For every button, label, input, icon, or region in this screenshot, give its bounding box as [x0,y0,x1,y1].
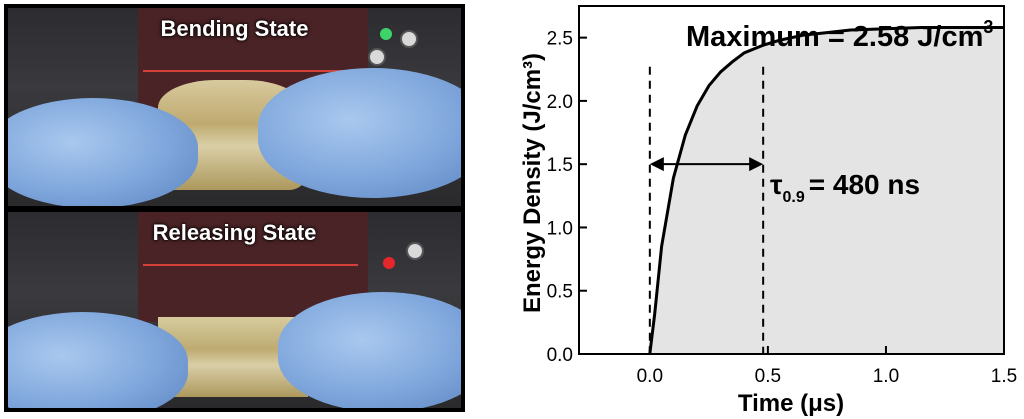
y-tick-label: 0.0 [547,345,573,366]
oscilloscope-trace [143,264,358,266]
bending-state-photo: Bending State [8,8,461,206]
x-tick-label: 0.0 [637,366,663,387]
plot-frame [578,5,1005,355]
y-axis-label: Energy Density (J/cm³) [519,53,546,313]
x-axis-ticks: 0.0 0.5 1.0 1.5 [637,346,1017,387]
x-tick-label: 0.5 [755,366,781,387]
bending-state-label: Bending State [160,16,309,41]
releasing-state-label: Releasing State [152,220,317,245]
y-tick-label: 2.0 [547,92,573,113]
oscilloscope-trace [143,70,358,72]
knob-icon [400,30,418,48]
knob-icon [368,48,386,66]
y-tick-label: 2.5 [547,29,573,50]
x-axis-label: Time (μs) [738,390,844,417]
arrow-head-left [649,157,664,172]
left-glove [8,98,198,206]
x-tick-label: 1.5 [991,366,1017,387]
right-glove [278,292,461,408]
y-tick-label: 1.0 [547,218,573,239]
area-fill [649,27,1004,354]
left-glove [8,312,188,408]
right-glove [258,68,461,198]
y-tick-label: 0.5 [547,282,573,303]
red-led-icon [383,257,395,269]
knob-icon [406,242,424,260]
energy-curve [648,26,1004,355]
y-tick-label: 1.5 [547,155,573,176]
green-led-icon [380,28,392,40]
y-axis-ticks: 0.0 0.5 1.0 1.5 2.0 2.5 [547,29,587,366]
arrow-head-right [749,157,764,172]
releasing-state-photo: Releasing State [8,212,461,408]
x-tick-label: 1.0 [873,366,899,387]
maximum-annotation: Maximum = 2.58 J/cm3 [686,17,993,53]
photo-panel: Bending State Releasing State [4,4,465,412]
tau-annotation: τ0.9 = 480 ns [770,169,920,206]
